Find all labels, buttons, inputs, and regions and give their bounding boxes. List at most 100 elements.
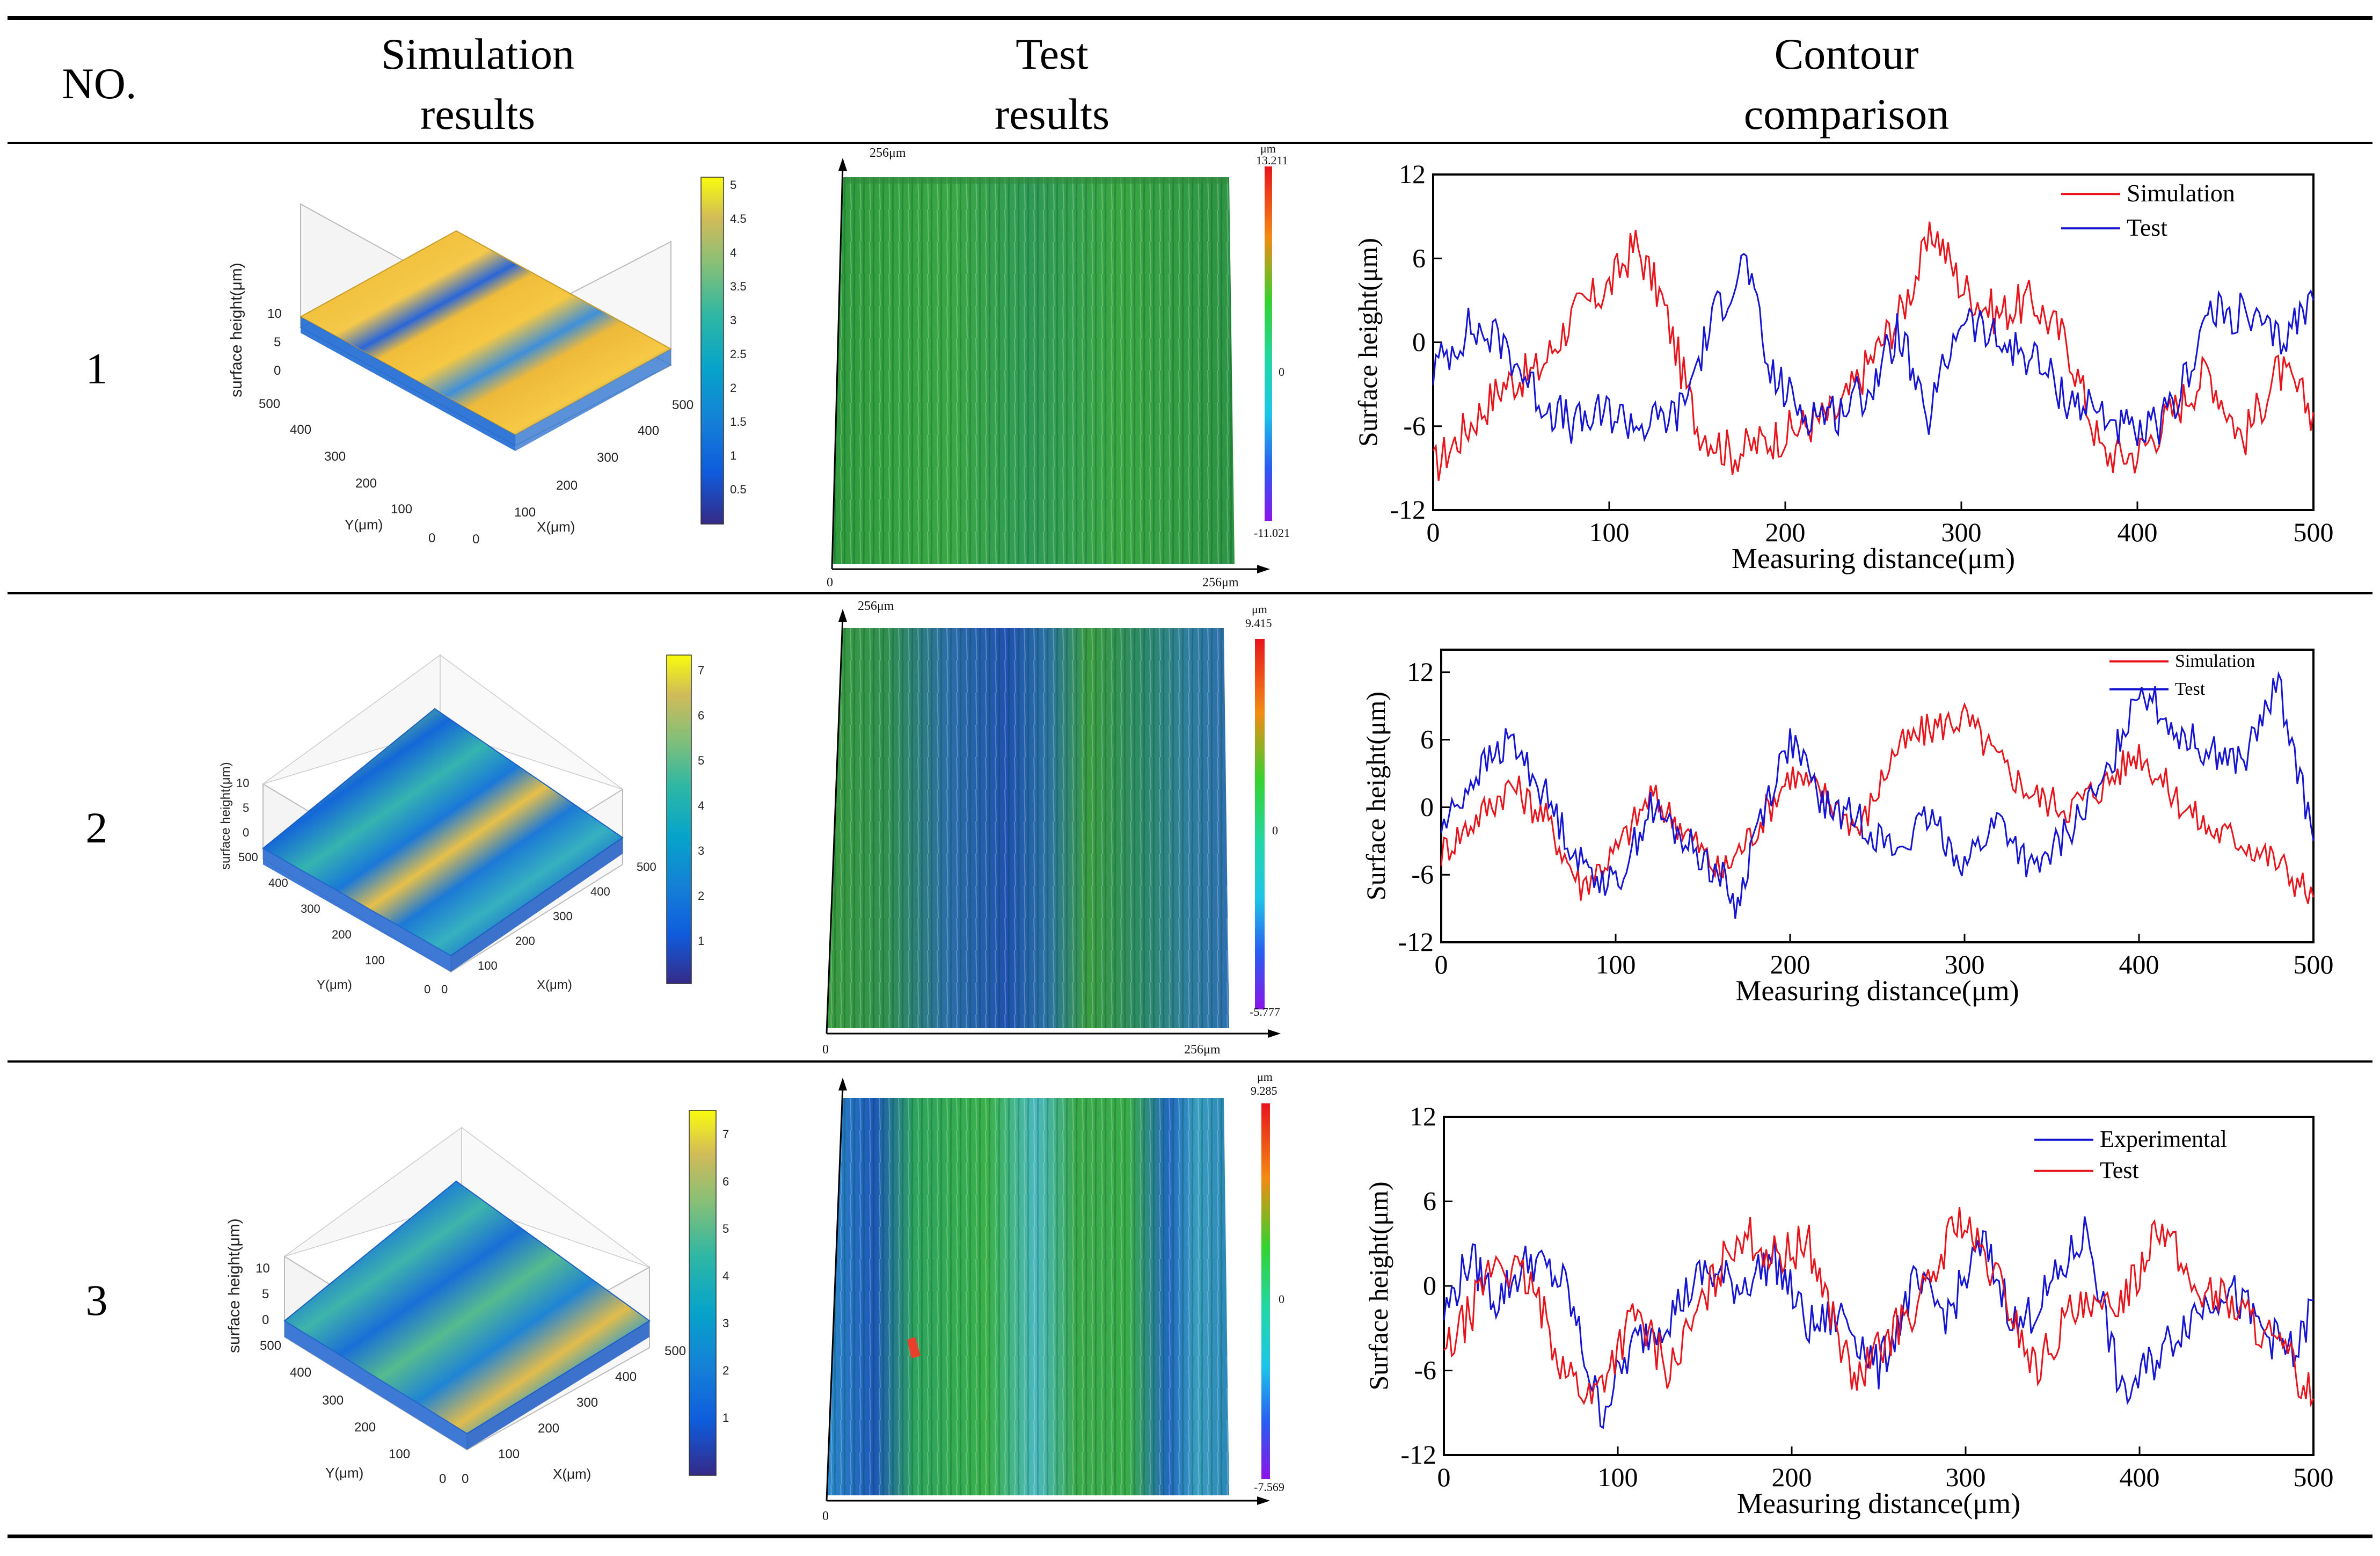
scan-origin: 0 (827, 576, 833, 590)
colorbar-tick: 2.5 (730, 347, 747, 361)
z-tick: 10 (255, 1261, 270, 1276)
header-contour: Contour comparison (1680, 24, 2013, 144)
y-tick: 200 (355, 476, 377, 491)
row-number: 1 (85, 344, 108, 393)
y-tick: 100 (365, 954, 385, 967)
series-line (1432, 221, 2315, 481)
scan-origin: 0 (822, 1509, 829, 1523)
x-tick-label: 300 (1946, 1462, 1986, 1492)
colorbar-tick: 0.5 (730, 483, 747, 496)
colorbar-max: 9.415 (1245, 616, 1272, 630)
z-tick: 5 (243, 801, 249, 815)
contour-chart-svg: 0 100 200 300 400 500 -12 -6 0 6 12 Measuring dista… (1353, 159, 2334, 575)
series-line (1432, 252, 2315, 446)
colorbar-tick: 3 (698, 844, 704, 857)
height-colorbar (1255, 639, 1265, 1009)
series-line (1440, 671, 2315, 919)
y-tick-label: -12 (1398, 927, 1434, 957)
header-rule (8, 142, 2372, 144)
colorbar-tick: 1 (730, 449, 736, 462)
y-tick: 300 (324, 449, 346, 464)
series-line (1440, 702, 2315, 904)
y-tick-label: 12 (1399, 159, 1426, 189)
y-axis-label: Y(μm) (317, 978, 352, 992)
y-tick: 200 (354, 1420, 376, 1435)
x-tick-label: 500 (2294, 517, 2334, 547)
y-tick-label: 12 (1407, 657, 1434, 687)
y-tick: 300 (322, 1393, 344, 1408)
x-tick-label: 200 (1770, 949, 1810, 979)
y-tick: 0 (439, 1472, 446, 1486)
test-3d-scan: 0 μm 9.285 0 -7.569 (800, 1066, 1315, 1528)
colorbar-max: 9.285 (1251, 1084, 1277, 1097)
x-tick-label: 300 (1941, 517, 1982, 547)
colorbar-min: -5.777 (1250, 1005, 1280, 1019)
colorbar-tick: 2 (722, 1364, 729, 1377)
x-tick-label: 400 (2119, 949, 2159, 979)
z-axis-label: surface height(μm) (225, 1218, 243, 1353)
legend-label: Simulation (2175, 651, 2255, 671)
colorbar-tick: 4 (698, 799, 704, 812)
x-tick-label: 400 (2118, 517, 2158, 547)
y-axis-label: Surface height(μm) (1361, 692, 1391, 900)
x-tick: 500 (665, 1344, 686, 1358)
colorbar-tick: 5 (730, 178, 736, 192)
scan-top-label: 256μm (858, 599, 894, 613)
row-number: 2 (85, 803, 108, 852)
colorbar-tick: 4 (722, 1269, 729, 1283)
legend-label: Test (2100, 1157, 2139, 1183)
plot-frame (1443, 1116, 2315, 1456)
y-tick: 300 (301, 902, 320, 915)
test-3d-scan: 256μm 0 256μm μm 13.211 0 -11.021 (800, 145, 1315, 591)
contour-chart-svg: 0 100 200 300 400 500 -12 -6 0 6 12 Measuring dista… (1361, 649, 2334, 1007)
z-tick: 0 (274, 363, 281, 378)
x-tick-label: 200 (1765, 517, 1806, 547)
y-tick-label: -6 (1411, 859, 1434, 889)
z-tick: 0 (262, 1313, 269, 1327)
colorbar-max: 13.211 (1256, 154, 1288, 167)
plot-frame (1440, 649, 2315, 943)
scan-defect-spot (907, 1337, 921, 1358)
x-axis-label: Measuring distance(μm) (1737, 1487, 2020, 1519)
z-tick: 10 (236, 776, 249, 790)
x-tick-label: 100 (1598, 1462, 1638, 1492)
colorbar-tick: 1 (722, 1411, 729, 1424)
scan-bottom-label: 256μm (1184, 1043, 1221, 1057)
y-tick: 500 (260, 1339, 281, 1353)
colorbar-tick: 3.5 (730, 280, 747, 293)
x-tick-label: 0 (1437, 1462, 1451, 1492)
legend-label: Test (2175, 679, 2206, 699)
row-number: 3 (85, 1276, 108, 1325)
x-tick-label: 200 (1772, 1462, 1812, 1492)
x-axis-label: X(μm) (537, 519, 575, 535)
x-tick: 0 (472, 532, 479, 547)
colorbar-tick: 2 (730, 381, 736, 395)
header-no: NO. (38, 54, 161, 114)
row1-rule (8, 592, 2372, 594)
x-tick: 300 (576, 1395, 598, 1410)
colorbar (700, 177, 724, 525)
colorbar-tick: 1 (698, 934, 704, 948)
x-axis-label: X(μm) (537, 978, 572, 992)
z-tick: 5 (274, 335, 281, 350)
y-tick-label: 12 (1410, 1101, 1436, 1131)
colorbar-zero: 0 (1279, 1292, 1284, 1306)
contour-chart-svg: 0 100 200 300 400 500 -12 -6 0 6 12 Measuring dista… (1363, 1101, 2334, 1519)
y-tick: 400 (268, 876, 288, 890)
scan-origin: 0 (822, 1043, 829, 1057)
x-tick-label: 300 (1945, 949, 1985, 979)
header-simulation: Simulation results (317, 24, 639, 144)
header-contour-line2: comparison (1743, 90, 1950, 139)
colorbar-tick: 4.5 (730, 212, 747, 226)
contour-chart: 0 100 200 300 400 500 -12 -6 0 6 12 Measuring dista… (1342, 1095, 2351, 1525)
legend-label: Test (2127, 214, 2167, 241)
bottom-rule (8, 1535, 2372, 1538)
colorbar (666, 655, 692, 984)
y-tick-label: -6 (1414, 1355, 1436, 1385)
legend-label: Experimental (2100, 1126, 2227, 1152)
x-tick-label: 500 (2294, 1462, 2334, 1492)
colorbar-tick: 3 (730, 314, 736, 327)
scan-top-label: 256μm (870, 146, 906, 160)
colorbar-tick: 7 (722, 1128, 729, 1141)
colorbar-unit: μm (1257, 1070, 1273, 1084)
